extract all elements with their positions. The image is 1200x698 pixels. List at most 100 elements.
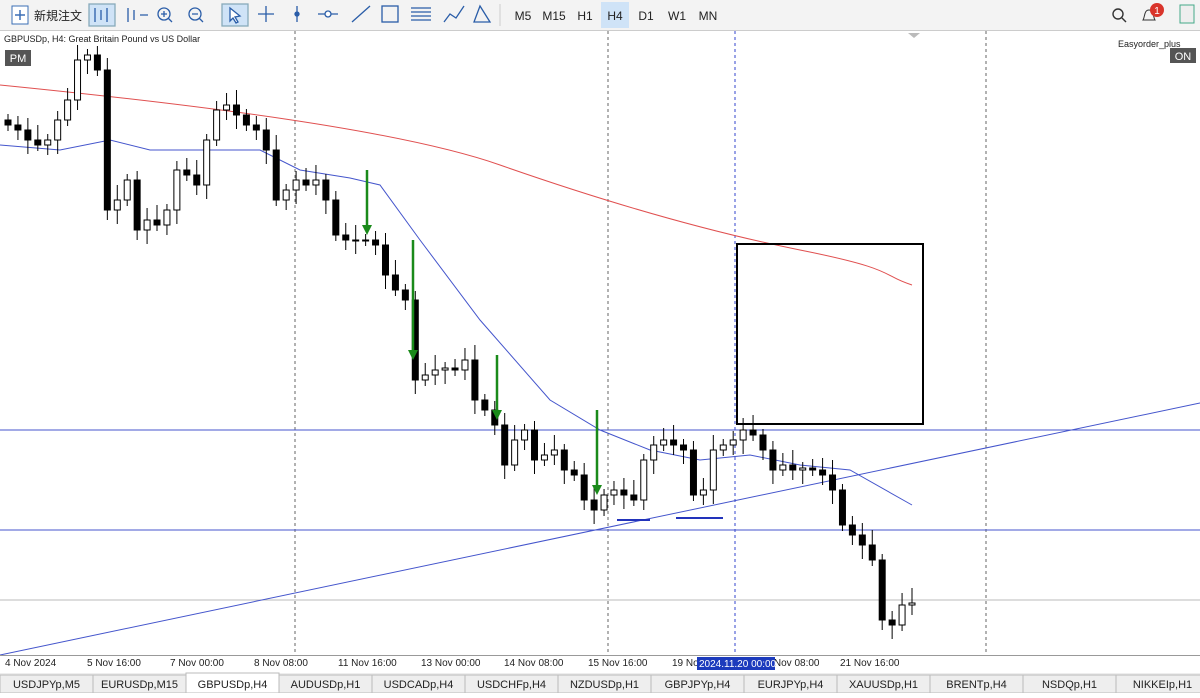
candle-body (689, 449, 697, 496)
candle-body (888, 619, 896, 626)
candle-body (183, 169, 191, 176)
notifications[interactable]: 1 (1142, 3, 1164, 21)
candle-body (153, 219, 161, 226)
candle-body (719, 444, 727, 451)
candle-body (560, 449, 568, 471)
candle-body (193, 174, 201, 186)
chart-type-button[interactable] (88, 3, 116, 27)
candle-body (272, 149, 280, 201)
candle-body (838, 489, 846, 526)
candle-body (262, 129, 270, 151)
arrow-head (408, 350, 418, 360)
candle-body (819, 469, 827, 476)
channel-tool[interactable] (443, 5, 465, 23)
time-label: 8 Nov 08:00 (254, 658, 308, 669)
candle-body (203, 139, 211, 186)
search-button[interactable] (1112, 8, 1127, 23)
tab-label: XAUUSDp,H1 (849, 679, 918, 691)
notification-count: 1 (1154, 6, 1160, 17)
candle-body (759, 434, 767, 451)
timeframe-button[interactable]: D1 (638, 9, 654, 23)
icon[interactable] (127, 8, 148, 22)
candle-body (610, 489, 618, 496)
candle-body (670, 439, 678, 446)
new-order-button[interactable]: 新規注文 (11, 5, 82, 25)
chart-area (0, 31, 1200, 655)
candle-body (511, 439, 519, 466)
candle-body (501, 424, 509, 466)
crosshair-tool[interactable] (258, 6, 274, 22)
time-label: 11 Nov 16:00 (338, 658, 397, 669)
candle-body (372, 239, 380, 246)
time-label: 21 Nov 16:00 (840, 658, 900, 669)
trendline-tool[interactable] (351, 5, 371, 23)
shape-tool[interactable] (473, 4, 492, 23)
candle-body (739, 429, 747, 441)
pm-badge: PM (10, 53, 27, 65)
active-timeframe-bg (601, 2, 629, 28)
candle-body (64, 99, 72, 121)
symbol-info: GBPUSDp, H4: Great Britain Pound vs US D… (4, 34, 200, 44)
candle-body (173, 169, 181, 211)
timeframe-button[interactable]: M5 (515, 9, 532, 23)
tab-label: AUDUSDp,H1 (291, 679, 361, 691)
timeframe-button[interactable]: M15 (542, 9, 566, 23)
candle-body (709, 449, 717, 491)
candle-body (729, 439, 737, 446)
zoom-in[interactable] (157, 7, 171, 21)
signal-icon[interactable] (1179, 4, 1195, 24)
tab-label: GBPUSDp,H4 (198, 679, 268, 691)
candle-body (481, 399, 489, 411)
candle-body (133, 179, 141, 231)
icon (94, 8, 108, 22)
candle-body (769, 449, 777, 471)
candle-body (650, 444, 658, 461)
fibo-tool[interactable] (411, 7, 431, 21)
candle-body (878, 559, 886, 621)
zoom-out[interactable] (188, 7, 202, 21)
tab-label: USDJPYp,M5 (13, 679, 80, 691)
candle-body (44, 139, 52, 146)
tab-label: USDCADp,H4 (384, 679, 454, 691)
ea-state-bg (1170, 48, 1196, 63)
candle-body (312, 179, 320, 186)
candle-body (441, 367, 449, 371)
timeframe-button[interactable]: H1 (577, 9, 593, 23)
candle-body (24, 129, 32, 141)
candle-body (531, 429, 539, 461)
timeframe-button[interactable]: H4 (607, 9, 623, 23)
candle-body (421, 374, 429, 381)
candle-body (779, 464, 787, 471)
candle-body (908, 602, 916, 606)
candle-body (858, 534, 866, 546)
candle-body (898, 604, 906, 626)
arrow-head (492, 410, 502, 420)
tab-label: NSDQp,H1 (1042, 679, 1097, 691)
candle-body (461, 359, 469, 371)
time-label: 20 Nov 08:00 (760, 658, 820, 669)
time-label: 14 Nov 08:00 (504, 658, 564, 669)
candle-body (332, 199, 340, 236)
candle-body (352, 239, 360, 242)
candle-body (580, 474, 588, 501)
time-label: 15 Nov 16:00 (588, 658, 648, 669)
candle-body (521, 429, 529, 441)
candle-body (34, 139, 42, 146)
timeframe-button[interactable]: MN (699, 9, 718, 23)
rect-tool[interactable] (381, 5, 399, 23)
candle-body (232, 104, 240, 116)
tab-label: BRENTp,H4 (946, 679, 1007, 691)
trend-line (0, 402, 1200, 656)
arrow-head (362, 225, 372, 235)
candle-body (14, 124, 22, 131)
candle-body (401, 289, 409, 301)
timeframe-button[interactable]: W1 (668, 9, 686, 23)
candle-body (54, 119, 62, 141)
candle-body (381, 244, 389, 276)
candle-body (322, 179, 330, 201)
time-label: 13 Nov 00:00 (421, 658, 481, 669)
candle-body (630, 494, 638, 501)
candle-body (749, 429, 757, 436)
candle-body (213, 109, 221, 141)
